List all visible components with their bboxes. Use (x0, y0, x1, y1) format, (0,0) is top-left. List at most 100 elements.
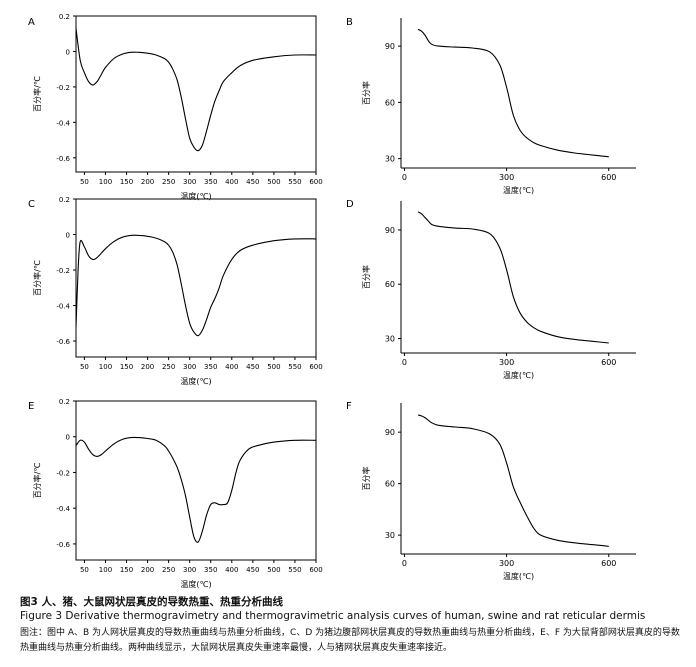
y-tick-label: 0.2 (59, 196, 70, 204)
x-tick-label: 600 (601, 358, 616, 367)
chart-panel-e: E 50 100 150 200 250 300 350 400 450 500 550 600 0.2 0… (28, 398, 323, 589)
caption-note: 图注：图中 A、B 为人网状层真皮的导数热重曲线与热重分析曲线，C、D 为猪边腹… (20, 628, 680, 653)
x-axis-label: 温度(℃) (180, 191, 211, 201)
x-tick-label: 50 (80, 363, 89, 371)
x-tick-label: 600 (601, 173, 616, 182)
y-tick-label: -0.4 (56, 119, 70, 127)
x-axis-label: 温度(℃) (180, 376, 211, 386)
y-tick-label: 90 (385, 428, 395, 437)
panel-label: D (346, 199, 354, 210)
y-tick-label: 90 (385, 226, 395, 235)
x-tick-label: 550 (288, 566, 301, 574)
panel-label: B (346, 17, 353, 28)
y-tick-label: 60 (385, 280, 395, 289)
x-tick-label: 400 (225, 363, 238, 371)
x-tick-label: 100 (99, 566, 112, 574)
series-line (75, 234, 317, 337)
x-tick-label: 50 (80, 566, 89, 574)
y-tick-label: -0.4 (56, 303, 70, 311)
x-tick-label: 400 (225, 178, 238, 186)
x-tick-label: 350 (204, 363, 217, 371)
y-tick-label: 0 (66, 232, 70, 240)
x-tick-label: 300 (499, 358, 514, 367)
x-tick-label: 250 (162, 566, 175, 574)
x-axis-label: 温度(℃) (503, 370, 534, 380)
y-tick-label: 30 (385, 335, 395, 344)
y-tick-label: 60 (385, 98, 395, 107)
x-tick-label: 0 (402, 173, 407, 182)
x-tick-label: 50 (80, 178, 89, 186)
plot-frame (75, 198, 317, 358)
y-axis-label: 百分率 (361, 467, 371, 491)
y-axis-label: 百分率 (361, 81, 371, 105)
y-tick-label: 30 (385, 531, 395, 540)
y-tick-label: 0 (66, 434, 70, 442)
panel-label: A (28, 17, 35, 28)
y-tick-label: -0.2 (56, 84, 70, 92)
y-tick-label: -0.4 (56, 505, 70, 513)
x-tick-label: 500 (267, 178, 280, 186)
y-tick-label: -0.2 (56, 469, 70, 477)
y-axis-label: 百分率/℃ (32, 76, 42, 112)
x-tick-label: 300 (183, 363, 196, 371)
caption-title-en: Figure 3 Derivative thermogravimetry and… (20, 610, 646, 622)
x-tick-label: 500 (267, 566, 280, 574)
x-tick-label: 600 (309, 178, 322, 186)
x-axis-label: 温度(℃) (180, 579, 211, 589)
x-tick-label: 300 (183, 566, 196, 574)
x-tick-label: 200 (141, 566, 154, 574)
x-tick-label: 450 (246, 566, 259, 574)
x-tick-label: 200 (141, 178, 154, 186)
x-tick-label: 200 (141, 363, 154, 371)
x-tick-label: 150 (120, 178, 133, 186)
x-tick-label: 100 (99, 363, 112, 371)
x-tick-label: 100 (99, 178, 112, 186)
series-line (417, 414, 609, 547)
x-axis-label: 温度(℃) (503, 185, 534, 195)
x-tick-label: 550 (288, 363, 301, 371)
figure-svg: A50 100 150 200 250 300 350 400 450 500 550 6000.20… (28, 13, 636, 589)
caption-title-zh: 图3 人、猪、大鼠网状层真皮的导数热重、热重分析曲线 (20, 596, 283, 608)
y-tick-label: 0.2 (59, 398, 70, 406)
y-axis-label: 百分率/℃ (32, 463, 42, 499)
x-tick-label: 600 (309, 363, 322, 371)
y-tick-label: 60 (385, 480, 395, 489)
y-tick-label: 30 (385, 155, 395, 164)
series-line (417, 28, 609, 158)
y-tick-label: -0.6 (56, 155, 70, 163)
chart-panel-d: D 0 300 600 90 60 30 温度(℃) 百分率 (346, 199, 636, 380)
x-tick-label: 450 (246, 363, 259, 371)
x-tick-label: 0 (402, 358, 407, 367)
x-axis-label: 温度(℃) (503, 571, 534, 581)
series-line (417, 211, 609, 344)
series-line (75, 28, 317, 152)
x-tick-label: 150 (120, 363, 133, 371)
y-tick-label: 90 (385, 42, 395, 51)
x-tick-label: 400 (225, 566, 238, 574)
y-tick-label: 0 (66, 48, 70, 56)
x-tick-label: 300 (499, 173, 514, 182)
x-tick-label: 600 (309, 566, 322, 574)
panel-label: E (28, 401, 34, 412)
y-axis-label: 百分率/℃ (32, 260, 42, 296)
x-tick-label: 450 (246, 178, 259, 186)
x-tick-label: 350 (204, 566, 217, 574)
chart-panel-a: A 50 100 150 200 250 300 350 400 450 500 550 600 0.2 0… (28, 13, 323, 201)
y-tick-label: -0.6 (56, 541, 70, 549)
x-tick-label: 250 (162, 363, 175, 371)
x-tick-label: 150 (120, 566, 133, 574)
x-tick-label: 250 (162, 178, 175, 186)
x-tick-label: 550 (288, 178, 301, 186)
panel-label: F (346, 401, 352, 412)
y-tick-label: 0.2 (59, 13, 70, 21)
x-tick-label: 300 (183, 178, 196, 186)
x-tick-label: 350 (204, 178, 217, 186)
x-tick-label: 600 (601, 559, 616, 568)
x-tick-label: 0 (402, 559, 407, 568)
plot-frame (75, 400, 317, 561)
x-tick-label: 300 (499, 559, 514, 568)
y-tick-label: -0.2 (56, 267, 70, 275)
chart-panel-c: C 50 100 150 200 250 300 350 400 450 500 550 600 0.2 0… (28, 196, 323, 386)
y-tick-label: -0.6 (56, 338, 70, 346)
panel-label: C (28, 199, 35, 210)
